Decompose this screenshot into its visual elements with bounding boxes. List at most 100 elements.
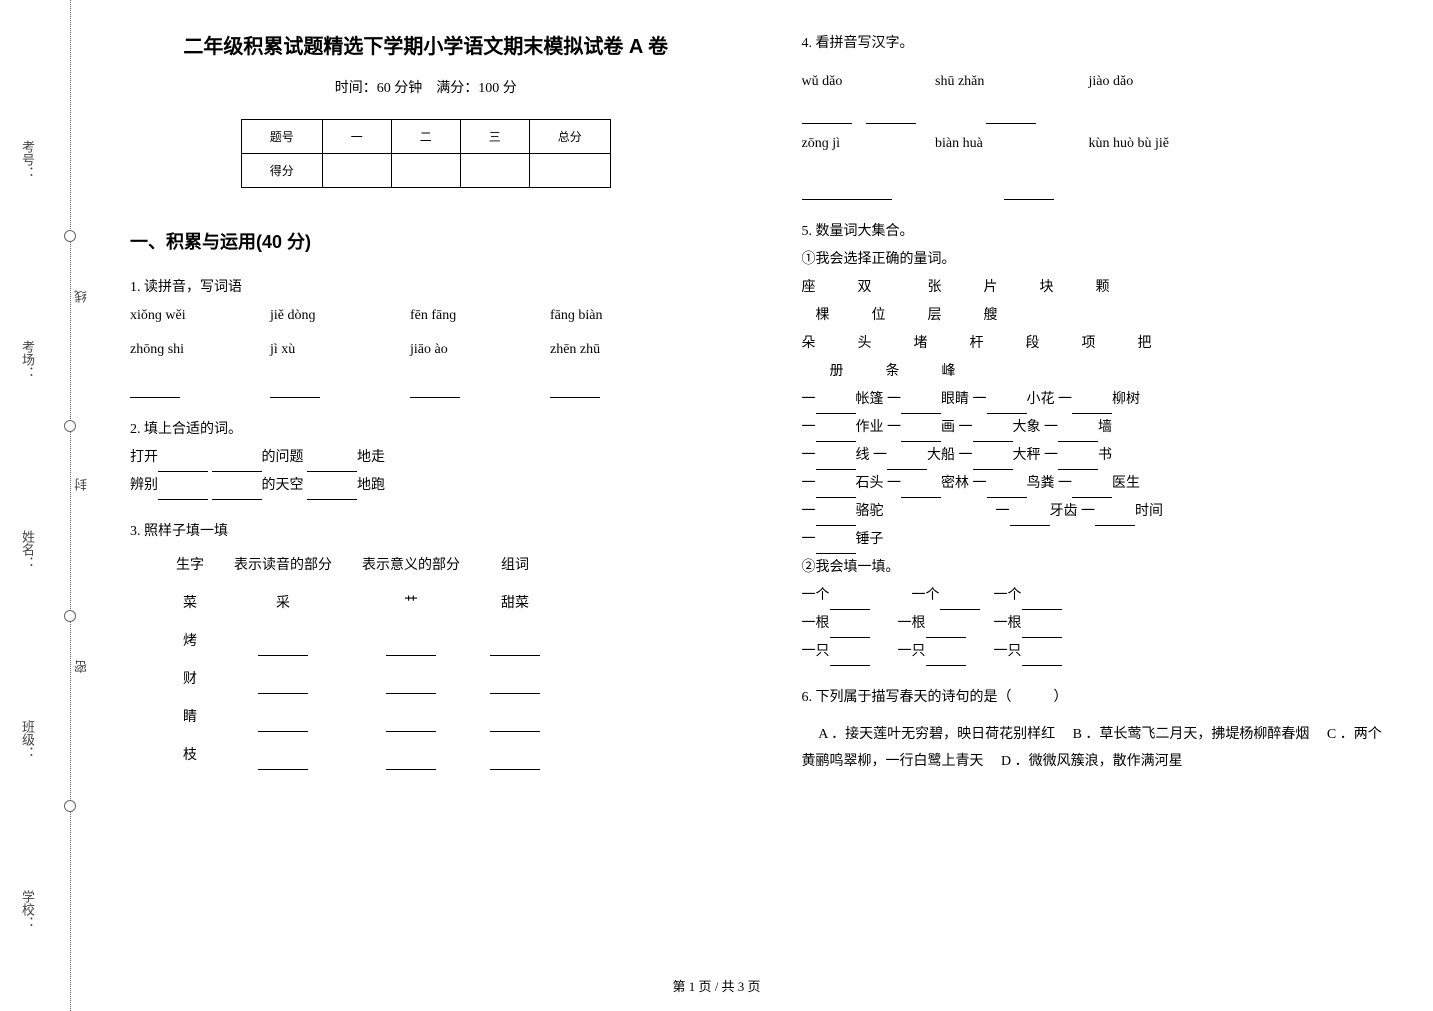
q5-sub1: ①我会选择正确的量词。 (802, 246, 1394, 274)
t: 一个 (994, 588, 1022, 603)
blank (887, 453, 927, 470)
cell: 枝 (162, 738, 218, 774)
w: 牙齿 (1050, 504, 1078, 519)
left-column: 二年级积累试题精选下学期小学语文期末模拟试卷 A 卷 时间：60 分钟 满分：1… (90, 0, 762, 1011)
blank (1072, 397, 1112, 414)
label-xingming: 姓名： (18, 530, 37, 569)
inline-xian: 线 (72, 282, 91, 303)
text: 的问题 (262, 450, 304, 465)
blank (1072, 481, 1112, 498)
binding-margin: 学校： 班级： 密 姓名： 封 考场： 线 考号： (0, 0, 90, 1011)
blank (258, 715, 308, 732)
blank (987, 481, 1027, 498)
th: 一 (322, 120, 391, 154)
blank (1022, 649, 1062, 666)
cell: 甜菜 (476, 586, 554, 622)
blank (386, 753, 436, 770)
cell: 睛 (162, 700, 218, 736)
blank (973, 425, 1013, 442)
blank (258, 639, 308, 656)
text: 辨别 (130, 478, 158, 493)
pinyin: fānɡ biàn (550, 302, 690, 330)
w: 密林 (941, 476, 969, 491)
label-xuexiao: 学校： (18, 890, 37, 929)
blank (1022, 593, 1062, 610)
cell: 采 (220, 586, 346, 622)
t: 一只 (898, 644, 926, 659)
w: 石头 (856, 476, 884, 491)
margin-circle (64, 230, 76, 242)
q5-prompt: 5. 数量词大集合。 (802, 218, 1394, 246)
blank (212, 483, 262, 500)
blank (307, 455, 357, 472)
blank (830, 649, 870, 666)
cell: 烤 (162, 624, 218, 660)
th: 表示意义的部分 (348, 548, 474, 584)
text: 地跑 (357, 478, 385, 493)
char-table: 生字 表示读音的部分 表示意义的部分 组词 菜 采 艹 甜菜 烤 财 睛 枝 (160, 546, 556, 776)
text: 的天空 (262, 478, 304, 493)
text: 地走 (357, 450, 385, 465)
blank (490, 753, 540, 770)
w: 帐篷 (856, 392, 884, 407)
main-title: 二年级积累试题精选下学期小学语文期末模拟试卷 A 卷 (130, 30, 722, 59)
blank (816, 509, 856, 526)
blank (490, 639, 540, 656)
dotted-line (70, 0, 71, 1011)
blank (830, 621, 870, 638)
blank (158, 455, 208, 472)
pinyin: kùn huò bù jiě (1089, 136, 1170, 151)
cell (322, 154, 391, 188)
blank (816, 453, 856, 470)
cell: 菜 (162, 586, 218, 622)
words: 棵 位 层 艘 (802, 302, 1394, 330)
w: 骆驼 (856, 504, 884, 519)
score-table: 题号 一 二 三 总分 得分 (241, 119, 611, 188)
q6-options: A ．接天莲叶无穷碧，映日荷花别样红 B ．草长莺飞二月天，拂堤杨柳醉春烟 C … (802, 722, 1394, 775)
cell: 艹 (348, 586, 474, 622)
q2-prompt: 2. 填上合适的词。 (130, 416, 722, 444)
inline-mi: 密 (72, 652, 91, 673)
q4-prompt: 4. 看拼音写汉字。 (802, 30, 1394, 58)
th: 表示读音的部分 (220, 548, 346, 584)
pinyin: shū zhǎn (935, 68, 1085, 96)
blank (1058, 425, 1098, 442)
inline-feng: 封 (72, 470, 91, 491)
blank (490, 715, 540, 732)
blank (270, 381, 320, 398)
blank (490, 677, 540, 694)
blank (866, 107, 916, 124)
blank (386, 677, 436, 694)
question-1: 1. 读拼音，写词语 xiǒnɡ wěi jiě dònɡ fēn fānɡ f… (130, 274, 722, 398)
w: 医生 (1112, 476, 1140, 491)
q6-prompt: 6. 下列属于描写春天的诗句的是（ ） (802, 684, 1394, 712)
pinyin: zhōnɡ shi (130, 336, 270, 364)
w: 柳树 (1112, 392, 1140, 407)
blank (816, 481, 856, 498)
w: 小花 (1027, 392, 1055, 407)
pinyin: jiāo ào (410, 336, 550, 364)
words: 册 条 峰 (802, 358, 1394, 386)
margin-circle (64, 800, 76, 812)
margin-circle (64, 610, 76, 622)
t: 一根 (802, 616, 830, 631)
question-2: 2. 填上合适的词。 打开 的问题 地走 辨别 的天空 地跑 (130, 416, 722, 500)
t: 一根 (898, 616, 926, 631)
subtitle: 时间：60 分钟 满分：100 分 (130, 77, 722, 97)
pinyin: fēn fānɡ (410, 302, 550, 330)
page-footer: 第 1 页 / 共 3 页 (0, 976, 1433, 995)
cell (460, 154, 529, 188)
th: 生字 (162, 548, 218, 584)
row-label: 得分 (241, 154, 322, 188)
w: 画 (941, 420, 955, 435)
blank (212, 455, 262, 472)
pinyin: xiǒnɡ wěi (130, 302, 270, 330)
pinyin: zōnɡ jì (802, 130, 932, 158)
label-kaochang: 考场： (18, 340, 37, 379)
label-kaohao: 考号： (18, 140, 37, 179)
w: 时间 (1135, 504, 1163, 519)
pinyin: jiě dònɡ (270, 302, 410, 330)
w: 眼睛 (941, 392, 969, 407)
cell: 财 (162, 662, 218, 698)
blank (830, 593, 870, 610)
